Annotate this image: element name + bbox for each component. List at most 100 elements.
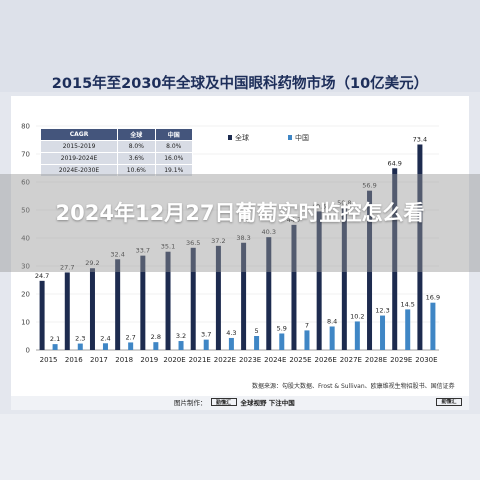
x-tick-label: 2024E bbox=[264, 356, 286, 364]
data-label: 8.4 bbox=[327, 317, 337, 325]
x-tick-label: 2025E bbox=[289, 356, 311, 364]
bar-china bbox=[304, 330, 310, 350]
cagr-global: 10.6% bbox=[117, 164, 156, 177]
data-label: 27.7 bbox=[60, 263, 74, 271]
x-tick-label: 2016 bbox=[65, 356, 83, 364]
data-label: 7 bbox=[305, 321, 309, 329]
bar-china bbox=[128, 342, 134, 350]
cagr-china: 19.1% bbox=[154, 164, 194, 177]
x-tick-label: 2022E bbox=[214, 356, 236, 364]
bar-china bbox=[178, 341, 184, 350]
bar-china bbox=[228, 337, 234, 350]
cagr-period: 2024E-2030E bbox=[39, 164, 119, 177]
x-tick-label: 2027E bbox=[340, 356, 362, 364]
data-label: 64.9 bbox=[387, 159, 401, 167]
data-label: 3.7 bbox=[201, 331, 211, 339]
data-label: 49.5 bbox=[312, 202, 326, 210]
legend-swatch bbox=[288, 135, 292, 140]
title-bar bbox=[0, 0, 480, 92]
y-tick-label: 40 bbox=[21, 235, 30, 243]
bar-china bbox=[380, 315, 386, 350]
legend-label: 中国 bbox=[295, 133, 309, 142]
bar-global bbox=[165, 251, 171, 350]
data-label: 14.5 bbox=[400, 300, 414, 308]
data-label: 56.9 bbox=[362, 182, 376, 190]
overlay-band bbox=[0, 174, 480, 272]
legend-label: 全球 bbox=[235, 133, 249, 142]
bar-china bbox=[77, 343, 83, 350]
y-tick-label: 20 bbox=[21, 291, 30, 299]
footer-credit: 图片制作： 勤懂汇 全球视野 下注中国 bbox=[174, 397, 295, 407]
cagr-period: 2019-2024E bbox=[39, 152, 119, 165]
overlay-title: 2024年12月27日葡萄实时监控怎么看 bbox=[55, 201, 425, 225]
cagr-table: CAGR 全球 中国 2015-2019 8.0% 8.0% 2019-2024… bbox=[39, 128, 194, 177]
x-tick-label: 2023E bbox=[239, 356, 261, 364]
x-tick-label: 2021E bbox=[189, 356, 211, 364]
y-tick-label: 10 bbox=[21, 319, 30, 327]
data-label: 4.3 bbox=[226, 329, 236, 337]
bar-china bbox=[430, 302, 436, 350]
data-label: 16.9 bbox=[426, 294, 440, 302]
y-tick-label: 30 bbox=[21, 263, 30, 271]
data-label: 33.7 bbox=[136, 247, 150, 255]
bar-china bbox=[405, 309, 411, 350]
data-label: 29.2 bbox=[85, 259, 99, 267]
bar-china bbox=[102, 343, 108, 350]
bar-chart: 0 10 20 30 40 50 60 70 80 24.7 2.1 2015 27.7 2.3 2016 2… bbox=[21, 123, 440, 365]
bar-china bbox=[203, 339, 209, 350]
chart-title: 2015年至2030年全球及中国眼科药物市场（10亿美元） bbox=[51, 76, 429, 92]
data-label: 5.9 bbox=[277, 324, 287, 332]
footer-prefix: 图片制作： bbox=[174, 399, 207, 407]
bar-global bbox=[341, 207, 347, 350]
data-label: 36.5 bbox=[186, 239, 200, 247]
y-tick-label: 70 bbox=[21, 151, 30, 159]
data-label: 5 bbox=[255, 327, 259, 335]
x-tick-label: 2020E bbox=[163, 356, 185, 364]
data-label: 2.1 bbox=[50, 335, 60, 343]
bar-china bbox=[329, 326, 335, 350]
bar-global bbox=[215, 245, 221, 350]
bar-global bbox=[64, 272, 70, 350]
data-label: 50.8 bbox=[337, 199, 351, 207]
y-tick-label: 0 bbox=[26, 347, 30, 355]
data-label: 2.4 bbox=[100, 334, 110, 342]
bar-global bbox=[140, 255, 146, 350]
data-label: 37.2 bbox=[211, 237, 225, 245]
bar-china bbox=[354, 321, 360, 350]
cagr-global: 8.0% bbox=[117, 140, 156, 153]
data-label: 73.4 bbox=[413, 135, 427, 143]
x-tick-label: 2018 bbox=[115, 356, 133, 364]
table-row: 2015-2019 8.0% 8.0% bbox=[39, 140, 194, 153]
bar-global bbox=[367, 190, 373, 350]
bar-china bbox=[153, 342, 159, 350]
y-tick-label: 80 bbox=[21, 123, 30, 131]
cagr-header-china: 中国 bbox=[154, 128, 194, 141]
footer-band bbox=[11, 396, 469, 410]
bar-global bbox=[190, 247, 196, 350]
bar-china bbox=[279, 333, 285, 350]
footer-slogan: 全球视野 下注中国 bbox=[240, 399, 295, 407]
data-label: 38.3 bbox=[236, 234, 250, 242]
cagr-global: 3.6% bbox=[117, 152, 156, 165]
data-label: 3.2 bbox=[176, 332, 186, 340]
footer-right-logo: 勤懂汇 bbox=[436, 397, 462, 406]
brand-logo-right: 勤懂汇 bbox=[436, 397, 462, 406]
cagr-header-label: CAGR bbox=[39, 128, 119, 141]
x-tick-label: 2028E bbox=[365, 356, 387, 364]
bar-global bbox=[392, 168, 398, 350]
data-label: 44.7 bbox=[287, 216, 301, 224]
bar-global bbox=[266, 237, 272, 350]
x-tick-label: 2017 bbox=[90, 356, 108, 364]
x-tick-label: 2015 bbox=[40, 356, 58, 364]
x-tick-label: 2029E bbox=[390, 356, 412, 364]
x-tick-label: 2019 bbox=[140, 356, 158, 364]
data-label: 35.1 bbox=[161, 243, 175, 251]
bar-global bbox=[89, 268, 95, 350]
data-label: 2.3 bbox=[75, 335, 85, 343]
bar-global bbox=[316, 211, 322, 350]
y-tick-label: 50 bbox=[21, 207, 30, 215]
y-tick-label: 60 bbox=[21, 179, 30, 187]
data-label: 12.3 bbox=[375, 307, 389, 315]
brand-logo: 勤懂汇 bbox=[210, 398, 237, 406]
bar-global bbox=[417, 144, 423, 350]
